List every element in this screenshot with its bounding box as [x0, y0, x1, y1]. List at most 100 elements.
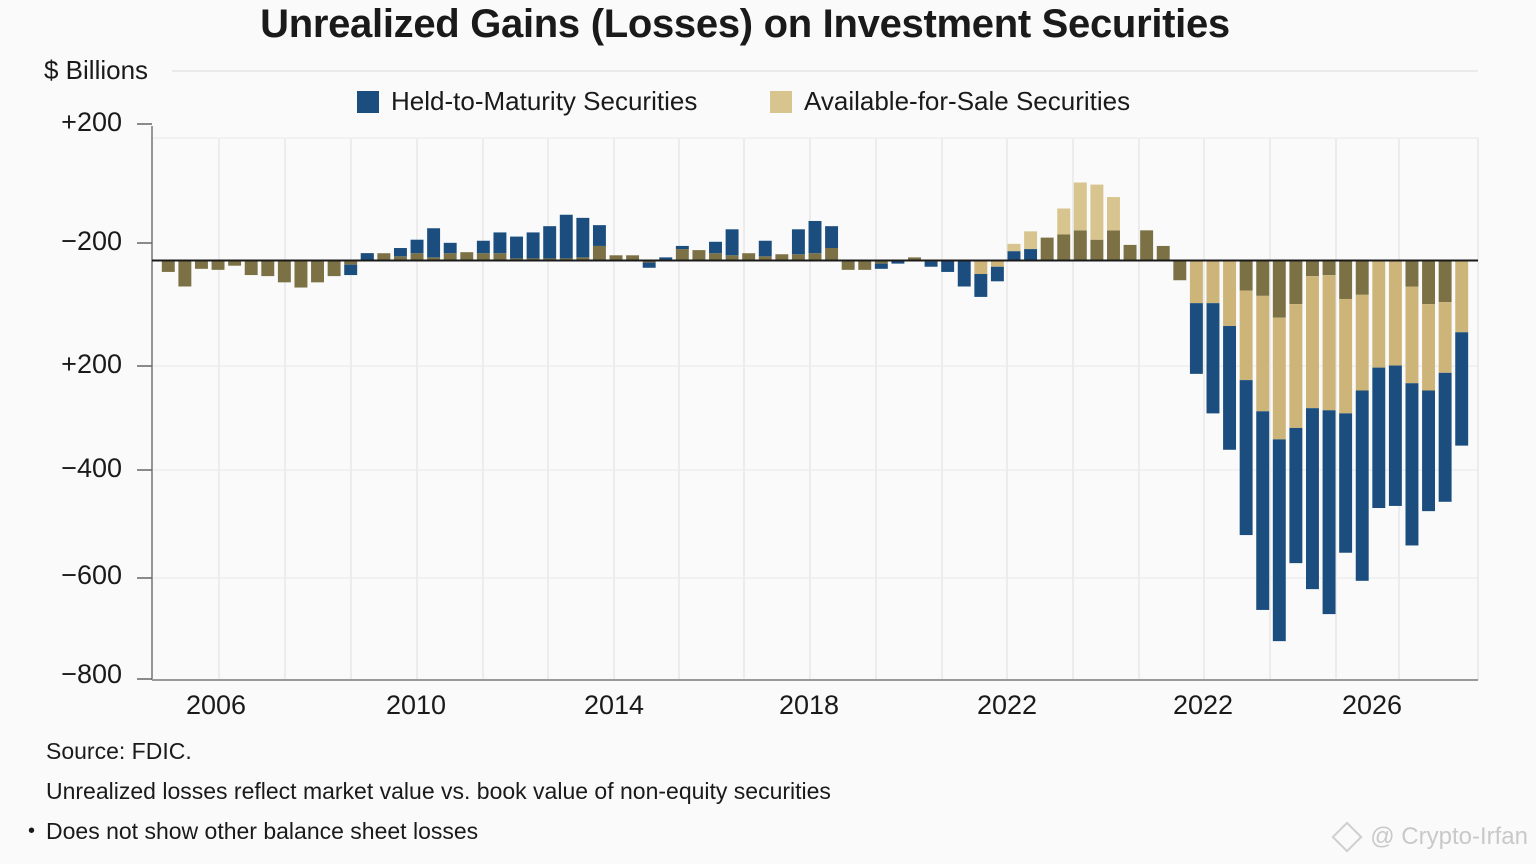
bar-segment-overlap — [642, 260, 656, 263]
x-tick-label: 2014 — [583, 690, 645, 720]
bar-segment-htm — [808, 220, 822, 254]
y-tick-label: −200 — [61, 226, 122, 256]
bar-segment-htm — [1438, 372, 1452, 502]
y-ticks — [137, 123, 152, 680]
bar-segment-htm — [791, 229, 805, 255]
y-tick-label: +200 — [61, 107, 122, 137]
bar-segment-overlap — [161, 260, 175, 272]
bar-segment-overlap — [791, 254, 805, 261]
bar-segment-htm — [526, 232, 540, 259]
bar-segment-htm — [675, 245, 689, 250]
footnote-1: Unrealized losses reflect market value v… — [46, 778, 831, 804]
bar-segment-htm — [592, 225, 606, 246]
x-tick-label: 2018 — [778, 690, 840, 720]
chart-title: Unrealized Gains (Losses) on Investment … — [260, 2, 1230, 46]
bar-segment-overlap — [758, 256, 772, 261]
y-axis-unit-label: $ Billions — [44, 55, 149, 85]
bar-segment-htm — [360, 253, 374, 261]
bar-segment-overlap — [327, 260, 341, 277]
bar-segment-afs — [1007, 243, 1021, 252]
bar-segment-afs — [1107, 197, 1120, 231]
bar-segment-htm — [1322, 410, 1336, 615]
bar-segment-overlap — [1239, 260, 1253, 291]
bar-segment-overlap — [493, 253, 507, 261]
bar-segment-overlap — [1306, 260, 1319, 277]
y-tick-label: −600 — [61, 560, 122, 590]
bar-segment-htm — [1306, 408, 1319, 590]
bar-segment-overlap — [1272, 260, 1286, 318]
bar-segment-overlap — [1256, 260, 1270, 296]
bar-segment-overlap — [1057, 234, 1071, 261]
bar-segment-overlap — [1090, 239, 1104, 261]
bar-segment-overlap — [1173, 260, 1187, 281]
bullet-marker: • — [28, 820, 36, 842]
legend-swatch-htm — [357, 90, 379, 113]
y-tick-label: +200 — [61, 349, 122, 379]
y-tick-label: −800 — [61, 659, 122, 689]
legend-label-htm: Held-to-Maturity Securities — [391, 86, 698, 116]
bar-segment-overlap — [559, 258, 573, 261]
bar-segment-afs — [1057, 208, 1071, 235]
bar-segment-htm — [891, 260, 905, 264]
bar-segment-overlap — [460, 252, 474, 261]
bar-segment-htm — [758, 240, 772, 257]
bar-segment-afs — [1272, 317, 1286, 440]
bar-segment-htm — [874, 263, 888, 269]
bar-segment-htm — [344, 264, 358, 276]
bar-segment-afs — [1388, 260, 1402, 366]
bar-segment-overlap — [675, 249, 689, 261]
bar-segment-afs — [1405, 286, 1419, 384]
x-tick-label: 2022 — [976, 690, 1038, 720]
bar-segment-overlap — [692, 250, 706, 261]
bar-segment-overlap — [1438, 260, 1452, 303]
x-tick-label: 2026 — [1341, 690, 1403, 720]
bar-segment-htm — [990, 266, 1004, 282]
bar-segment-overlap — [609, 255, 623, 261]
bar-segment-overlap — [244, 260, 258, 276]
bar-segment-overlap — [194, 260, 208, 269]
bar-segment-overlap — [775, 254, 789, 261]
bar-segment-overlap — [211, 260, 225, 270]
bar-segment-afs — [1189, 260, 1203, 304]
bar-segment-htm — [725, 229, 739, 256]
bar-segment-htm — [1256, 411, 1270, 610]
bar-segment-htm — [1024, 249, 1038, 261]
bar-segment-htm — [576, 217, 590, 258]
bar-segment-overlap — [576, 257, 590, 261]
bar-segment-htm — [1272, 439, 1286, 642]
footnote-2: Does not show other balance sheet losses — [46, 818, 479, 844]
x-tick-label: 2022 — [1172, 690, 1234, 720]
bar-segment-afs — [974, 260, 988, 275]
bar-segment-afs — [990, 260, 1004, 267]
bar-segment-overlap — [742, 253, 756, 261]
bar-segment-overlap — [908, 257, 921, 261]
bar-segment-overlap — [1040, 237, 1054, 261]
bar-segment-afs — [1289, 304, 1303, 428]
bar-segment-overlap — [294, 260, 308, 288]
bar-segment-overlap — [1339, 260, 1353, 299]
bar-segment-overlap — [510, 258, 523, 261]
bar-segment-afs — [1355, 294, 1369, 391]
legend-item-available-for-sale: Available-for-Sale Securities — [770, 86, 1130, 117]
bar-segment-htm — [1239, 380, 1253, 536]
bar-segment-overlap — [277, 260, 291, 283]
bar-segment-overlap — [1140, 230, 1154, 261]
bar-segment-afs — [1455, 260, 1469, 333]
bar-segment-overlap — [1355, 260, 1369, 295]
bar-segment-overlap — [311, 260, 324, 283]
bar-segment-htm — [559, 214, 573, 259]
bar-segment-overlap — [1073, 230, 1087, 261]
x-tick-label: 2010 — [385, 690, 447, 720]
bar-segment-htm — [393, 248, 407, 257]
bar-segment-overlap — [709, 253, 722, 261]
bar-segment-htm — [1372, 367, 1386, 509]
bar-segment-htm — [443, 242, 457, 254]
bar-segment-overlap — [410, 253, 424, 261]
bar-segment-htm — [1189, 303, 1203, 374]
watermark: @ Crypto-Irfan — [1331, 821, 1528, 853]
bar-segment-overlap — [427, 257, 441, 261]
bar-segment-afs — [1206, 260, 1220, 304]
bar-segment-afs — [1073, 182, 1087, 231]
bar-segment-overlap — [526, 258, 540, 261]
bar-segment-htm — [1405, 383, 1419, 546]
